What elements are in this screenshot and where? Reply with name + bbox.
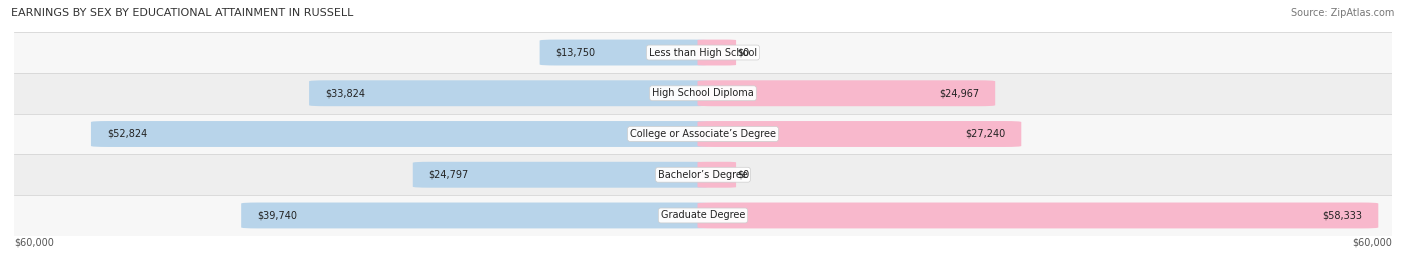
Text: High School Diploma: High School Diploma — [652, 88, 754, 98]
Text: $0: $0 — [738, 47, 749, 58]
FancyBboxPatch shape — [91, 121, 709, 147]
Text: College or Associate’s Degree: College or Associate’s Degree — [630, 129, 776, 139]
FancyBboxPatch shape — [697, 40, 737, 65]
FancyBboxPatch shape — [540, 40, 709, 65]
Text: $33,824: $33,824 — [325, 88, 366, 98]
Text: Bachelor’s Degree: Bachelor’s Degree — [658, 170, 748, 180]
Text: $60,000: $60,000 — [14, 238, 53, 248]
Bar — [14, 195, 1392, 236]
Text: $60,000: $60,000 — [1353, 238, 1392, 248]
Bar — [14, 32, 1392, 73]
FancyBboxPatch shape — [309, 80, 709, 106]
Text: $58,333: $58,333 — [1323, 210, 1362, 221]
FancyBboxPatch shape — [242, 203, 709, 228]
FancyBboxPatch shape — [697, 121, 1021, 147]
Text: Less than High School: Less than High School — [650, 47, 756, 58]
Text: $24,967: $24,967 — [939, 88, 980, 98]
Text: $52,824: $52,824 — [107, 129, 148, 139]
Text: Source: ZipAtlas.com: Source: ZipAtlas.com — [1291, 8, 1395, 18]
Text: $24,797: $24,797 — [429, 170, 468, 180]
FancyBboxPatch shape — [697, 80, 995, 106]
FancyBboxPatch shape — [697, 162, 737, 188]
Text: $27,240: $27,240 — [965, 129, 1005, 139]
Text: $13,750: $13,750 — [555, 47, 596, 58]
Text: Graduate Degree: Graduate Degree — [661, 210, 745, 221]
Bar — [14, 154, 1392, 195]
FancyBboxPatch shape — [697, 203, 1378, 228]
Text: EARNINGS BY SEX BY EDUCATIONAL ATTAINMENT IN RUSSELL: EARNINGS BY SEX BY EDUCATIONAL ATTAINMEN… — [11, 8, 354, 18]
Bar — [14, 73, 1392, 114]
Text: $0: $0 — [738, 170, 749, 180]
FancyBboxPatch shape — [413, 162, 709, 188]
Text: $39,740: $39,740 — [257, 210, 297, 221]
Bar — [14, 114, 1392, 154]
